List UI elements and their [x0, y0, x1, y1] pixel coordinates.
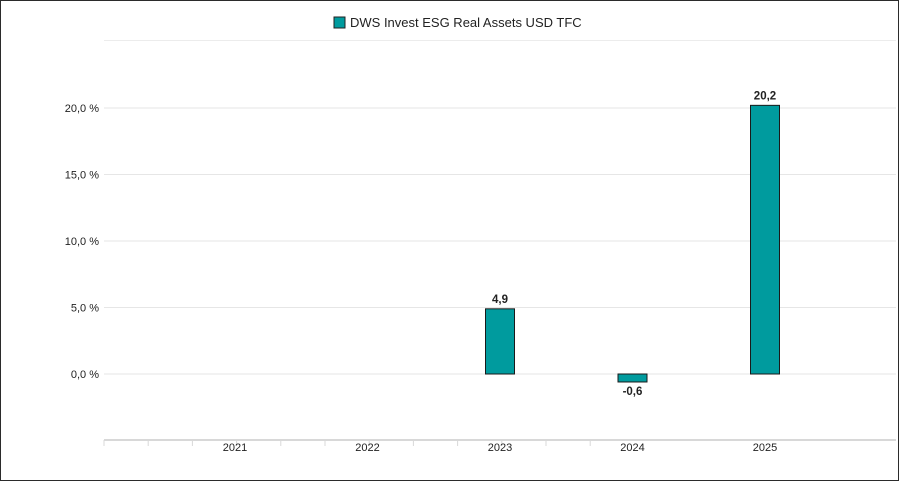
data-label: 4,9	[492, 294, 508, 306]
y-tick-label: 0,0 %	[71, 369, 99, 381]
x-tick-label: 2024	[620, 442, 644, 454]
legend-label: DWS Invest ESG Real Assets USD TFC	[350, 15, 582, 30]
data-label: -0,6	[623, 386, 643, 398]
data-labels: 4,9 -0,6 20,2	[492, 90, 776, 398]
y-tick-label: 10,0 %	[65, 236, 99, 248]
x-tick-label: 2023	[488, 442, 512, 454]
x-tick-label: 2022	[355, 442, 379, 454]
y-tick-label: 15,0 %	[65, 170, 99, 182]
bar	[617, 373, 648, 383]
data-label: 20,2	[754, 90, 776, 102]
x-tick-label: 2025	[753, 442, 777, 454]
y-tick-label: 5,0 %	[71, 303, 99, 315]
bar	[485, 308, 515, 375]
y-tick-label: 20,0 %	[65, 103, 99, 115]
legend-swatch	[333, 16, 346, 29]
grid	[104, 40, 896, 375]
bars	[485, 104, 780, 383]
y-axis: 0,0 % 5,0 % 10,0 % 15,0 % 20,0 %	[65, 103, 99, 381]
legend: DWS Invest ESG Real Assets USD TFC	[333, 15, 582, 30]
x-tick-label: 2021	[223, 442, 247, 454]
x-axis: 2021 2022 2023 2024 2025	[103, 439, 896, 454]
bar	[750, 104, 780, 375]
